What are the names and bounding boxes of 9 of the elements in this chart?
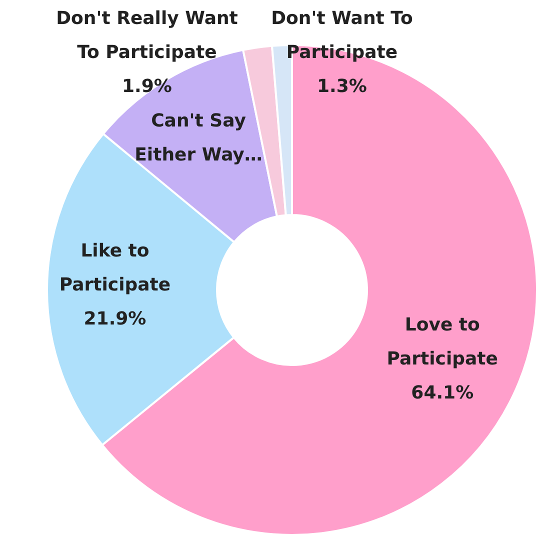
slice-label: Don't Want To Participate xyxy=(271,8,413,62)
data-label: 1.3% xyxy=(317,76,367,96)
data-label: 21.9% xyxy=(84,308,146,329)
data-label: 64.1% xyxy=(411,382,474,404)
slice-label: Like to Participate xyxy=(59,240,171,295)
slice-label: Don't Really Want To Participate xyxy=(56,8,238,62)
slice-label: Love to Participate xyxy=(386,314,498,370)
data-label: 1.9% xyxy=(122,76,172,96)
slice-label: Can't Say Either Way… xyxy=(134,110,262,166)
